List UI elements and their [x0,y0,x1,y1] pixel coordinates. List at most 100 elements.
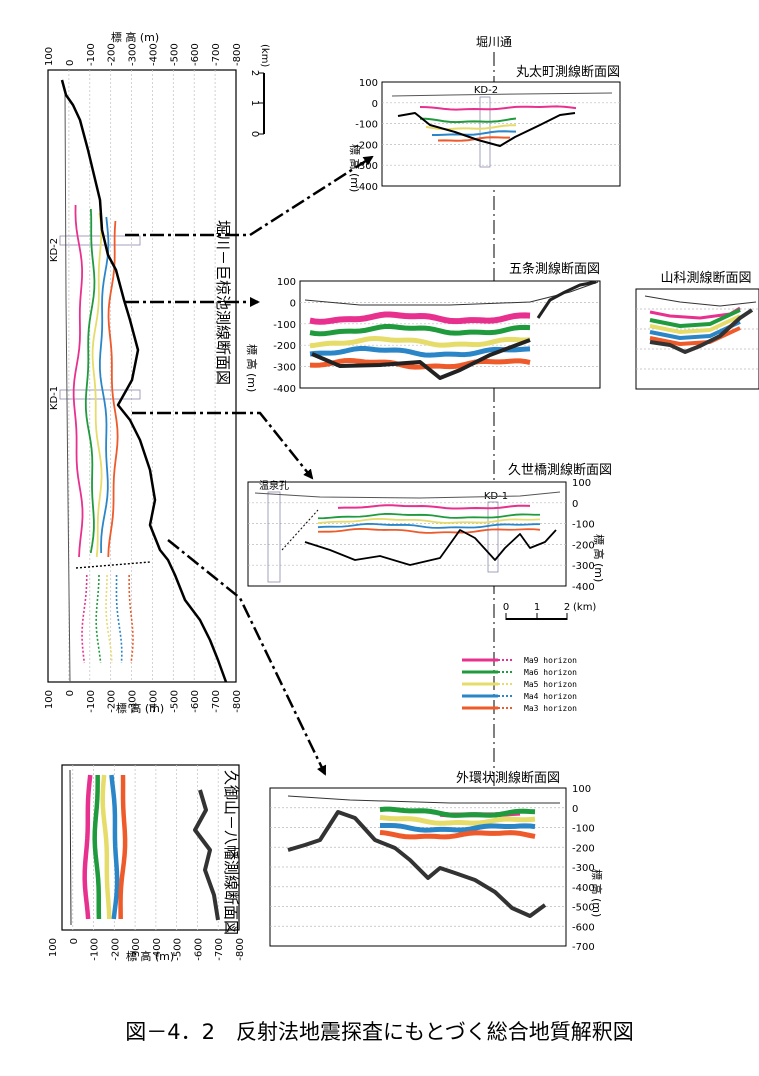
ma6-horizon-line [92,774,102,920]
tick-label: -200 [572,540,595,551]
tick-label: 0 [65,690,76,696]
ma5-horizon-line [309,335,531,349]
tick-label: -400 [572,582,595,593]
tick-label: -600 [572,922,595,933]
svg-text:1: 1 [534,602,540,613]
tick-label: 100 [44,690,55,709]
tick-label: -600 [190,690,201,713]
panel-title: 久世橋測線断面図 [508,462,612,478]
ma5-horizon-line [100,774,112,920]
basement-rise-line [536,280,597,319]
ma6-horizon-line [379,806,536,818]
vertical-scale-bar: 0 1 2 (km) [249,44,270,137]
tick-label: 100 [572,478,591,489]
horizon-lines [644,295,757,354]
fault-line [281,509,319,551]
svg-text:0: 0 [249,131,260,137]
tick-label: -200 [572,843,595,854]
axis-label: 標 高 (m) [590,869,604,917]
panel-frame [381,81,621,187]
tick-label: -500 [173,938,184,961]
ma3-horizon-line [649,326,741,346]
tick-label: 100 [572,784,591,795]
ma3-horizon-line [309,357,531,370]
panel-title: 山科測線断面図 [660,270,751,286]
tick-label: -200 [107,690,118,713]
axis-label: 標 高 (m) [245,344,259,392]
tick-label: -400 [152,938,163,961]
axis-label: 標 高 (m) [126,949,174,963]
ma4-horizon-line [431,130,517,137]
horizon-lines [287,795,560,918]
ma5-horizon-line-dotted [105,574,113,664]
tick-label: -300 [355,161,378,172]
ma9-horizon-line [82,774,93,920]
tick-label: 0 [572,804,578,815]
connector-gaikanjo [167,539,327,776]
y-axis-ticks: 100 0 -100 -200 -300 -400 [355,78,620,193]
basement-line [193,789,220,921]
tick-label: -100 [273,320,296,331]
tick-labels: 100 0 -100 -200 -300 -400 -500 -600 -700 -800 [48,938,246,961]
legend-item: Ma3 horizon [462,704,577,713]
ground-surface-line [254,491,561,499]
ma6-horizon-line [84,208,96,554]
svg-text:(km): (km) [259,44,270,67]
tick-label: -400 [572,883,595,894]
tick-label: -200 [273,341,296,352]
basement-line [311,338,531,380]
fault-line [75,561,151,569]
horizon-lines [254,491,561,566]
marutamachi-panel: 丸太町測線断面図 100 0 -100 -200 -300 -400 標 高 (m) KD… [348,64,621,193]
ma5-horizon-line [91,212,103,558]
axis-label: 標 高 (m) [348,144,362,192]
well-label-kd2: KD-2 [49,238,60,262]
tick-label: -300 [128,690,139,713]
ground-surface-line [644,295,757,307]
legend: Ma9 horizon Ma6 horizon Ma5 horizon Ma4 hor… [462,656,577,713]
tick-label: 0 [572,499,578,510]
tick-label: -700 [214,938,225,961]
well-label-kd1: KD-1 [49,386,60,410]
svg-text:1: 1 [249,100,260,106]
tick-label: -400 [355,182,378,193]
horizon-lines [391,92,613,147]
ma3-horizon-line [379,829,536,840]
panel-title: 堀川－巨椋池測線断面図 [214,220,232,385]
legend-item: Ma5 horizon [462,680,577,689]
tick-label: -300 [572,561,595,572]
legend-label: Ma3 horizon [524,704,577,713]
tick-label: -100 [90,938,101,961]
tick-label: 0 [65,60,76,66]
horizon-lines [60,79,228,683]
legend-label: Ma9 horizon [524,656,577,665]
tick-label: -700 [211,43,222,66]
figure-caption: 図－4．2 反射法地震探査にもとづく総合地質解釈図 [125,1020,634,1044]
tick-label: -600 [193,938,204,961]
ma4-horizon-line-dotted [115,574,123,664]
yamashina-panel: 山科測線断面図 [635,270,759,390]
tick-label: -500 [169,43,180,66]
tick-label: -600 [190,43,201,66]
basement-line [287,810,547,918]
tick-label: 100 [44,47,55,66]
tick-label: -800 [232,690,243,713]
panel-title: 久御山－八幡測線断面図 [222,770,240,935]
borehole [487,501,499,573]
tick-label: -100 [572,824,595,835]
ma6-horizon-line [649,308,741,328]
tick-label: 0 [372,99,378,110]
ma5-horizon-line [649,314,741,334]
tick-label: -300 [273,363,296,374]
tick-label: 100 [359,78,378,89]
connector-marutamachi [125,155,374,237]
ma5-horizon-line [317,517,541,524]
tick-label: 100 [277,277,296,288]
svg-text:(km): (km) [573,602,596,613]
svg-text:2: 2 [249,70,260,76]
ma3-horizon-line [107,220,119,558]
panel-title: 丸太町測線断面図 [516,64,620,80]
axis-label: 標 高 (m) [592,534,606,582]
ma6-horizon-line [317,512,541,520]
tick-label: -100 [355,120,378,131]
